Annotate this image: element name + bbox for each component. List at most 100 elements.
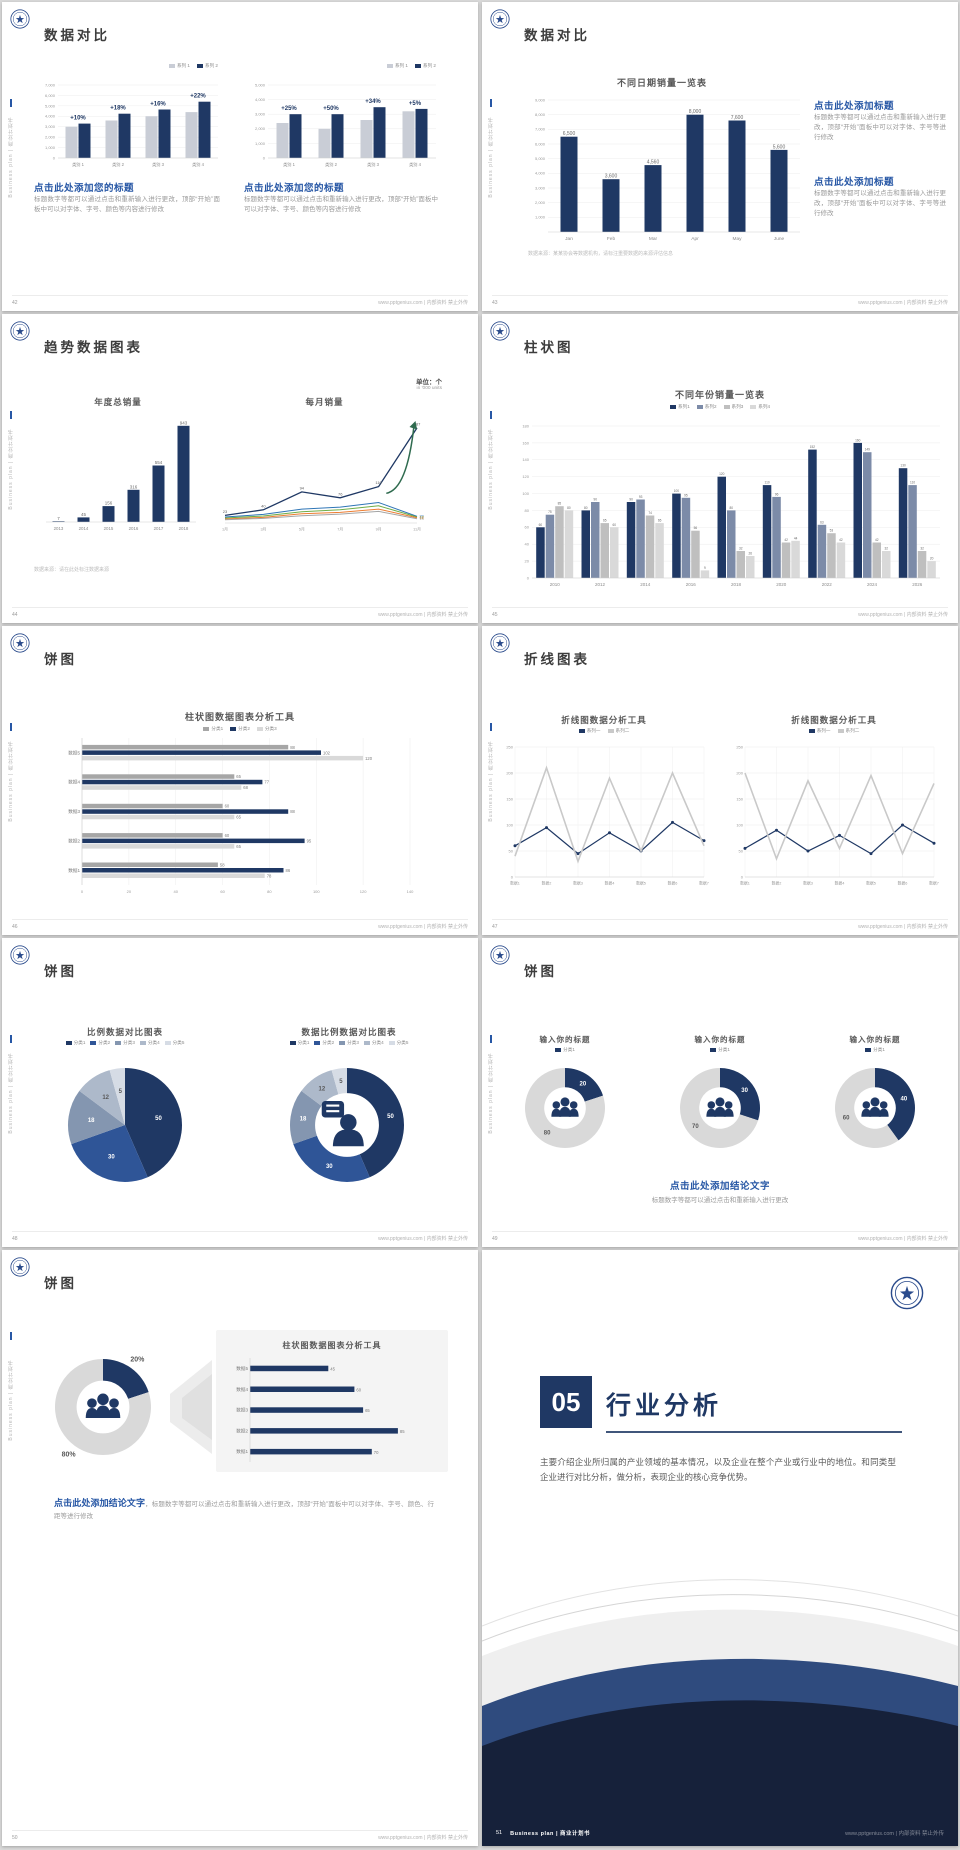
slide-44-thumbnail[interactable]: Business plan | 商业计划书 趋势数据图表 单位：个 in '00… bbox=[2, 314, 478, 623]
sidebar-vertical-text: Business plan | 商业计划书 bbox=[8, 115, 14, 198]
svg-text:数据3: 数据3 bbox=[68, 808, 80, 815]
svg-text:100: 100 bbox=[506, 822, 513, 827]
svg-text:类别 3: 类别 3 bbox=[367, 161, 380, 168]
svg-text:287: 287 bbox=[414, 421, 421, 426]
section-number: 05 bbox=[540, 1376, 592, 1428]
svg-text:18: 18 bbox=[300, 1116, 307, 1122]
sidebar-vertical-text: Business plan | 商业计划书 bbox=[488, 115, 494, 198]
svg-text:32: 32 bbox=[920, 547, 924, 551]
svg-text:数据4: 数据4 bbox=[68, 779, 80, 786]
svg-text:78: 78 bbox=[267, 873, 272, 878]
slide-43-thumbnail[interactable]: Business plan | 商业计划书 数据对比 不同日期销量一览表 1,0… bbox=[482, 2, 958, 311]
slide-footer: 47 www.pptgenius.com | 内部资料 禁止外传 bbox=[492, 919, 948, 930]
donut-chart-2: 30 70 bbox=[645, 1058, 795, 1158]
svg-text:63: 63 bbox=[820, 520, 824, 524]
svg-text:95: 95 bbox=[684, 493, 688, 497]
side-accent-bar bbox=[490, 722, 492, 731]
svg-text:95: 95 bbox=[307, 839, 312, 844]
svg-text:3,000: 3,000 bbox=[255, 112, 266, 117]
svg-text:5: 5 bbox=[119, 1089, 123, 1095]
sidebar-vertical-text: Business plan | 商业计划书 bbox=[488, 427, 494, 510]
svg-text:类别 1: 类别 1 bbox=[72, 161, 85, 168]
sidebar-vertical-text: Business plan | 商业计划书 bbox=[8, 1051, 14, 1134]
svg-text:2024: 2024 bbox=[867, 582, 878, 587]
svg-text:42: 42 bbox=[875, 538, 879, 542]
slide-49-thumbnail[interactable]: Business plan | 商业计划书 饼图 输入你的标题 分类1 20 80… bbox=[482, 938, 958, 1247]
placeholder-heading: 点击此处添加标题 bbox=[814, 101, 895, 112]
svg-text:13: 13 bbox=[420, 517, 424, 521]
svg-text:65: 65 bbox=[236, 844, 241, 849]
sidebar-vertical-text: Business plan | 商业计划书 bbox=[8, 739, 14, 822]
conclusion-paragraph: 点击此处添加结论文字，标题数字等都可以通过点击和重新输入进行更改，顶部“开始”面… bbox=[54, 1496, 434, 1522]
svg-text:40: 40 bbox=[173, 889, 178, 894]
svg-text:4,000: 4,000 bbox=[45, 114, 56, 119]
svg-text:90: 90 bbox=[594, 498, 598, 502]
svg-text:9: 9 bbox=[704, 566, 706, 570]
svg-text:20: 20 bbox=[420, 515, 424, 519]
title-underline bbox=[606, 1431, 902, 1433]
svg-text:100: 100 bbox=[736, 822, 743, 827]
svg-text:60: 60 bbox=[613, 523, 617, 527]
unit-note: 单位：个 in '000 units bbox=[416, 376, 442, 391]
footer-watermark: www.pptgenius.com | 内部资料 禁止外传 bbox=[378, 612, 468, 618]
slide-50-thumbnail[interactable]: Business plan | 商业计划书 饼图 20% 80% 柱状图数据图表分… bbox=[2, 1250, 478, 1846]
svg-text:Apr: Apr bbox=[691, 236, 699, 242]
slide-42-thumbnail[interactable]: Business plan | 商业计划书 数据对比 系列 1 系列 2 系列 1… bbox=[2, 2, 478, 311]
slide-51-thumbnail[interactable]: 05 行业分析 主要介绍企业所归属的产业领域的基本情况，以及企业在整个产业或行业… bbox=[482, 1250, 958, 1846]
side-accent-bar bbox=[490, 1034, 492, 1043]
svg-text:26: 26 bbox=[749, 552, 753, 556]
grouped-bar-chart-right: 0 1,000 2,000 3,000 4,000 5,000 +25% 类别 1 +50% 类别… bbox=[242, 72, 438, 168]
placeholder-heading: 点击此处添加您的标题 bbox=[34, 183, 135, 194]
slide-47-thumbnail[interactable]: Business plan | 商业计划书 折线图表 折线图数据分析工具 系列一… bbox=[482, 626, 958, 935]
svg-text:2020: 2020 bbox=[776, 582, 787, 587]
slide-48-thumbnail[interactable]: Business plan | 商业计划书 饼图 比例数据对比图表 分类1 分类2… bbox=[2, 938, 478, 1247]
data-source-note: 数据来源：请在此处标注数据来源 bbox=[34, 567, 110, 573]
svg-text:2013: 2013 bbox=[54, 526, 64, 531]
svg-text:2,000: 2,000 bbox=[45, 135, 56, 140]
svg-text:1,000: 1,000 bbox=[45, 145, 56, 150]
line-chart-left: 0 50 100 150 200 250 数据1 数据2 数据3 数据4 数据5 数据6 数据7 bbox=[498, 740, 710, 886]
section-description: 主要介绍企业所归属的产业领域的基本情况，以及企业在整个产业或行业中的地位。和同类… bbox=[540, 1457, 896, 1482]
svg-text:94: 94 bbox=[300, 485, 305, 490]
svg-text:74: 74 bbox=[648, 511, 652, 515]
svg-text:180: 180 bbox=[522, 423, 529, 428]
svg-text:943: 943 bbox=[180, 420, 188, 425]
svg-text:60: 60 bbox=[356, 1387, 361, 1392]
slide-title: 数据对比 bbox=[524, 28, 590, 43]
svg-text:85: 85 bbox=[400, 1429, 405, 1434]
svg-text:65: 65 bbox=[236, 774, 241, 779]
placeholder-body: 标题数字等都可以通过点击和重新输入进行更改，顶部“开始”面板中可以对字体、字号、… bbox=[34, 196, 220, 214]
svg-text:2026: 2026 bbox=[912, 582, 923, 587]
svg-text:85: 85 bbox=[558, 502, 562, 506]
footer-watermark: www.pptgenius.com | 内部资料 禁止外传 bbox=[858, 300, 948, 306]
footer-watermark: www.pptgenius.com | 内部资料 禁止外传 bbox=[858, 924, 948, 930]
slide-title: 柱状图 bbox=[524, 340, 574, 355]
monthly-sales-line-chart: 1月 3月 5月 7月 9月 11月 23 40 94 76 110 287 20 18 16 13 bbox=[217, 410, 432, 532]
side-accent-bar bbox=[10, 1034, 12, 1043]
annual-sales-bar-chart: 7 2013 45 2014 156 2015 316 2016 554 2017 943 2018 bbox=[38, 410, 198, 532]
page-number: 46 bbox=[12, 923, 18, 930]
svg-text:5,600: 5,600 bbox=[773, 144, 786, 150]
svg-text:60: 60 bbox=[843, 1115, 850, 1121]
slide-46-thumbnail[interactable]: Business plan | 商业计划书 饼图 柱状图数据图表分析工具 分类1… bbox=[2, 626, 478, 935]
svg-text:数据6: 数据6 bbox=[898, 881, 908, 886]
footer-watermark: www.pptgenius.com | 内部资料 禁止外传 bbox=[378, 1236, 468, 1242]
side-accent-bar bbox=[10, 1332, 12, 1340]
svg-text:数据3: 数据3 bbox=[573, 881, 583, 886]
chart-legend: 系列一 系列二 bbox=[728, 728, 940, 734]
svg-text:7,000: 7,000 bbox=[535, 127, 546, 132]
unit-label-en: in '000 units bbox=[416, 386, 442, 391]
svg-text:120: 120 bbox=[522, 474, 529, 479]
svg-text:7: 7 bbox=[57, 516, 60, 521]
svg-text:5,000: 5,000 bbox=[45, 103, 56, 108]
donut-chart: 50 30 18 12 5 bbox=[274, 1052, 420, 1198]
svg-text:0: 0 bbox=[53, 155, 56, 160]
svg-text:11月: 11月 bbox=[413, 527, 421, 532]
slide-45-thumbnail[interactable]: Business plan | 商业计划书 柱状图 不同年份销量一览表 系列1 系… bbox=[482, 314, 958, 623]
svg-text:30: 30 bbox=[326, 1164, 333, 1170]
svg-text:7,600: 7,600 bbox=[731, 115, 744, 121]
svg-text:9,000: 9,000 bbox=[535, 97, 546, 102]
svg-text:65: 65 bbox=[603, 519, 607, 523]
svg-text:数据1: 数据1 bbox=[740, 881, 750, 886]
svg-text:32: 32 bbox=[739, 547, 743, 551]
